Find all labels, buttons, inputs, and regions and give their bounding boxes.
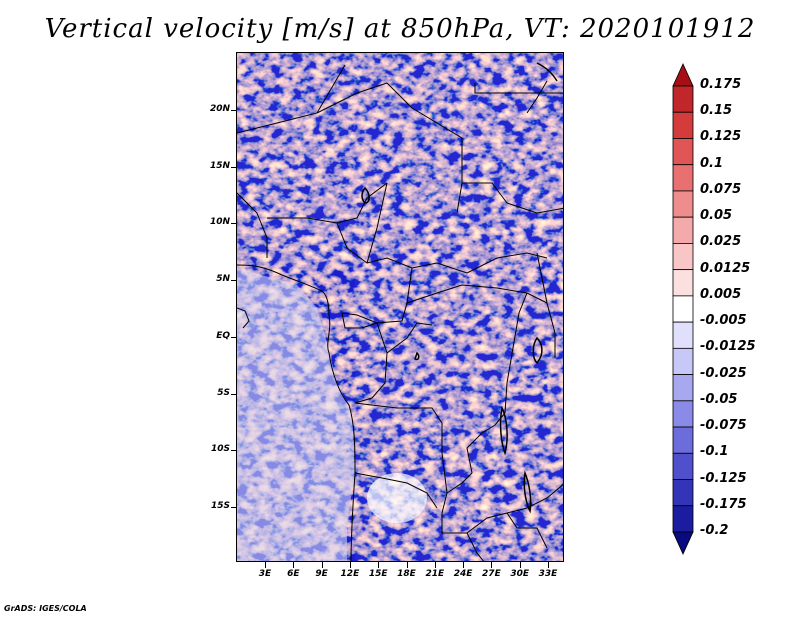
colorbar bbox=[672, 63, 694, 555]
colorbar-swatch bbox=[672, 347, 694, 375]
colorbar-swatch bbox=[672, 452, 694, 480]
lon-tick-label: 15E bbox=[368, 569, 388, 579]
lon-tick-label: 3E bbox=[258, 569, 272, 579]
lon-tick-label: 21E bbox=[425, 569, 445, 579]
lat-tick-label: 10S bbox=[210, 444, 230, 455]
colorbar-swatch bbox=[672, 138, 694, 166]
colorbar-swatch bbox=[672, 479, 694, 507]
lat-tick-mark bbox=[231, 280, 237, 282]
colorbar-swatch bbox=[672, 216, 694, 244]
lon-tick-mark bbox=[434, 562, 436, 568]
colorbar-label: -0.05 bbox=[700, 391, 738, 407]
lat-tick-label: 15N bbox=[209, 160, 230, 171]
lat-tick-mark bbox=[231, 166, 237, 168]
lon-tick-mark bbox=[406, 562, 408, 568]
lon-tick-mark bbox=[491, 562, 493, 568]
colorbar-label: 0.005 bbox=[700, 286, 742, 302]
colorbar-label: 0.025 bbox=[700, 234, 742, 250]
colorbar-label: -0.005 bbox=[700, 313, 747, 329]
colorbar-swatch bbox=[672, 295, 694, 323]
colorbar-label: 0.15 bbox=[700, 103, 733, 119]
lat-tick-label: 15S bbox=[210, 500, 230, 511]
grads-credit: GrADS: IGES/COLA bbox=[4, 604, 87, 613]
lat-tick-label: EQ bbox=[216, 330, 230, 341]
colorbar-swatch bbox=[672, 400, 694, 428]
lon-tick-mark bbox=[548, 562, 549, 568]
lon-tick-label: 27E bbox=[482, 569, 501, 579]
lon-tick-mark bbox=[378, 562, 380, 568]
colorbar-label: -0.125 bbox=[700, 470, 747, 486]
map-plot-area bbox=[236, 52, 564, 562]
colorbar-label: -0.025 bbox=[700, 365, 747, 381]
colorbar-swatch bbox=[672, 374, 694, 402]
colorbar-label: -0.2 bbox=[700, 523, 729, 538]
country-borders bbox=[237, 62, 563, 561]
lon-tick-label: 6E bbox=[287, 569, 300, 579]
lat-tick-mark bbox=[231, 506, 237, 508]
colorbar-label: 0.175 bbox=[700, 77, 742, 92]
colorbar-label: 0.05 bbox=[700, 208, 733, 224]
lon-tick-label: 24E bbox=[453, 569, 473, 579]
colorbar-swatch bbox=[672, 531, 694, 555]
lat-tick-label: 10N bbox=[209, 217, 230, 228]
colorbar-swatch bbox=[672, 190, 694, 218]
colorbar-swatch bbox=[672, 111, 694, 139]
lon-tick-label: 30E bbox=[510, 569, 530, 579]
chart-title: Vertical velocity [m/s] at 850hPa, VT: 2… bbox=[44, 14, 756, 44]
lon-tick-label: 33E bbox=[538, 569, 558, 579]
colorbar-label: -0.175 bbox=[700, 496, 747, 512]
colorbar-label: 0.1 bbox=[700, 155, 724, 171]
colorbar-label: 0.125 bbox=[700, 129, 742, 145]
lat-tick-label: 5N bbox=[216, 274, 230, 285]
colorbar-label: 0.075 bbox=[700, 181, 742, 197]
lat-tick-mark bbox=[231, 336, 237, 338]
lon-tick-mark bbox=[265, 562, 266, 568]
colorbar-label: -0.075 bbox=[700, 418, 747, 434]
colorbar-label: -0.0125 bbox=[700, 339, 756, 355]
colorbar-swatch bbox=[672, 505, 694, 533]
lon-tick-label: 18E bbox=[397, 569, 416, 579]
lat-tick-label: 20N bbox=[209, 104, 230, 114]
lon-tick-mark bbox=[463, 562, 465, 568]
colorbar-swatch bbox=[672, 85, 694, 113]
lat-tick-label: 5S bbox=[217, 387, 230, 398]
ocean-region bbox=[237, 268, 355, 561]
colorbar-label: 0.0125 bbox=[700, 260, 751, 276]
lat-tick-mark bbox=[231, 223, 237, 225]
colorbar-swatch bbox=[672, 269, 694, 297]
colorbar-swatch bbox=[672, 63, 694, 87]
lon-tick-mark bbox=[321, 562, 323, 568]
colorbar-swatch bbox=[672, 426, 694, 454]
colorbar-label: -0.1 bbox=[700, 444, 729, 460]
lon-tick-mark bbox=[519, 562, 521, 568]
lat-tick-mark bbox=[231, 450, 237, 452]
map-canvas bbox=[237, 53, 563, 561]
lon-tick-mark bbox=[349, 562, 351, 568]
lat-tick-mark bbox=[231, 110, 237, 111]
colorbar-swatch bbox=[672, 321, 694, 349]
colorbar-swatch bbox=[672, 243, 694, 271]
lon-tick-mark bbox=[293, 562, 295, 568]
lat-tick-mark bbox=[231, 393, 237, 395]
colorbar-swatch bbox=[672, 164, 694, 192]
lon-tick-label: 9E bbox=[315, 569, 328, 579]
lon-tick-label: 12E bbox=[340, 569, 360, 579]
